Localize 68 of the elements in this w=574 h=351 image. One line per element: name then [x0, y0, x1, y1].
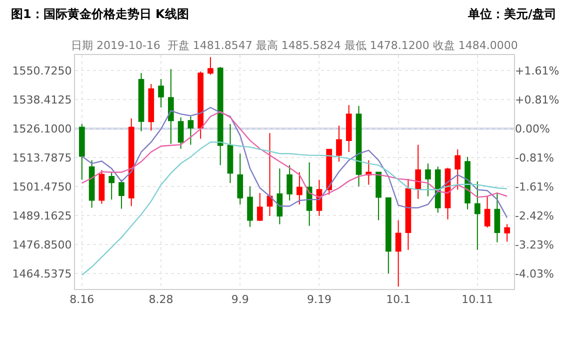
candlestick [178, 116, 184, 150]
candlestick [494, 192, 500, 243]
candlestick [108, 171, 115, 200]
x-tick-label: 10.11 [462, 293, 494, 306]
x-tick-label: 8.28 [148, 293, 174, 306]
candlestick [425, 163, 431, 197]
line-series [81, 111, 508, 198]
candlestick [208, 56, 214, 76]
candlestick [326, 148, 332, 196]
candlestick [237, 153, 244, 205]
candlestick [276, 168, 283, 225]
line-series [81, 142, 508, 276]
candlestick [405, 178, 412, 250]
candlestick [118, 179, 124, 210]
candlestick [376, 172, 382, 221]
y2-tick-label: 0.00% [515, 122, 550, 136]
y2-tick-label: -3.23% [515, 238, 554, 252]
candlestick [256, 192, 263, 222]
candlestick [247, 186, 253, 228]
candlestick [336, 125, 342, 162]
candlestick [356, 105, 362, 187]
y-tick-label: 1489.1625 [12, 209, 72, 222]
y-tick-label: 1476.8500 [12, 238, 72, 252]
candlestick [217, 66, 224, 166]
candlestick [306, 162, 312, 226]
candlestick [98, 170, 105, 204]
y-tick-label: 1513.7875 [12, 152, 72, 165]
candlestick [148, 83, 154, 132]
candlestick [227, 123, 234, 184]
candlestick [434, 166, 441, 214]
y2-tick-label: -2.42% [515, 210, 554, 223]
candlestick [188, 116, 194, 146]
candlestick [88, 160, 95, 208]
candlestick [474, 180, 480, 250]
candlestick [138, 72, 144, 132]
x-tick-label: 9.9 [231, 293, 249, 306]
y2-tick-label: -4.03% [515, 267, 554, 280]
candlestick [158, 78, 164, 108]
candlestick [395, 220, 402, 288]
y2-tick-label: -1.61% [515, 180, 554, 194]
candlestick [168, 68, 174, 144]
line-series [81, 106, 508, 218]
candlestick [128, 118, 134, 207]
y-tick-label: 1538.4125 [12, 94, 72, 107]
candlestick [484, 196, 490, 228]
x-tick-label: 8.16 [70, 293, 94, 306]
y2-tick-label: -0.81% [515, 152, 554, 165]
x-tick-label: 9.19 [306, 293, 332, 306]
chart-title: 图1：国际黄金价格走势日 K线图 [11, 7, 189, 21]
chart-subtitle: 日期 2019-10-16 开盘 1481.8547 最高 1485.5824 最低 1478.1200 收盘 1484.0000 [71, 39, 518, 52]
y-tick-label: 1501.4750 [12, 180, 72, 194]
candlestick [296, 172, 302, 205]
y-tick-label: 1550.7250 [12, 64, 72, 78]
y2-tick-label: +1.61% [515, 64, 560, 78]
candlestick [198, 70, 204, 140]
candlestick [454, 148, 461, 190]
candlestick [415, 144, 422, 200]
text: 单位：美元/盘司 [467, 7, 556, 21]
y2-tick-label: +0.81% [515, 93, 560, 106]
candlestick [386, 197, 392, 274]
y-tick-label: 1464.5375 [12, 267, 72, 280]
x-tick-label: 10.1 [386, 293, 411, 306]
candlestick [346, 104, 352, 152]
candlestick [266, 132, 273, 217]
candlestick [79, 123, 85, 180]
candlestick [286, 164, 292, 201]
y-tick-label: 1526.1000 [12, 122, 72, 136]
candlestick [504, 224, 510, 242]
